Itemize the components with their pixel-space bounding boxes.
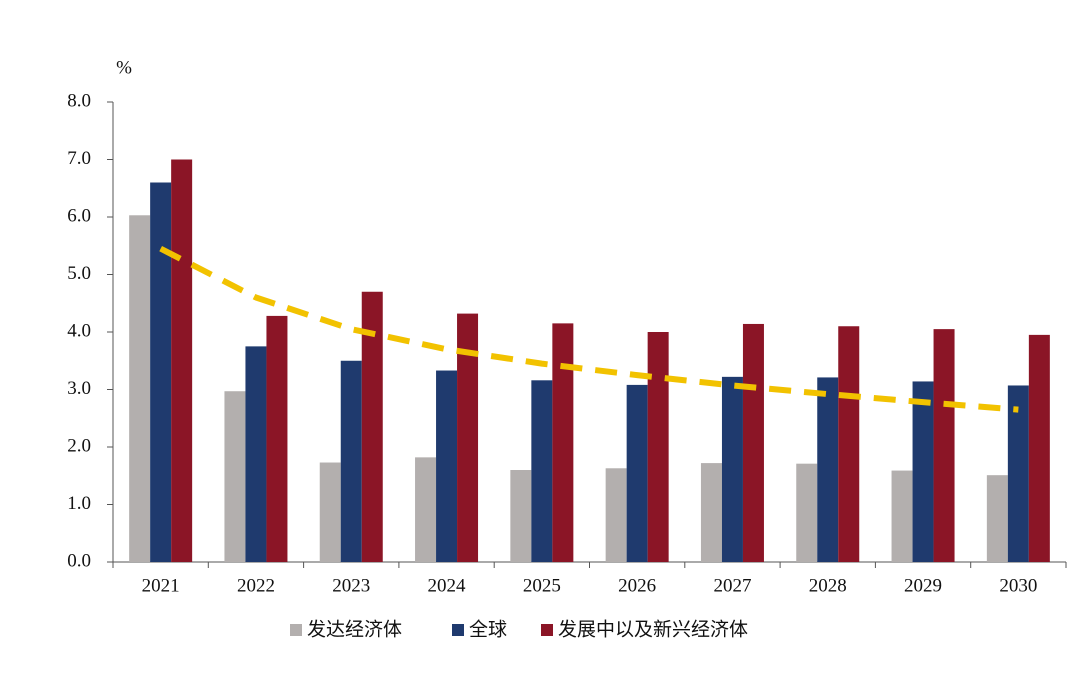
- bar: [721, 376, 743, 562]
- bar: [245, 346, 267, 562]
- bar: [457, 313, 479, 562]
- x-tick-label: 2021: [142, 575, 180, 596]
- bar: [510, 470, 532, 562]
- x-tick-label: 2026: [618, 575, 656, 596]
- bar: [742, 323, 764, 562]
- legend-label: 发达经济体: [307, 619, 402, 641]
- trend-line: [159, 245, 1019, 413]
- bar: [605, 468, 627, 562]
- bar: [986, 475, 1008, 562]
- y-tick-label: 6.0: [67, 205, 91, 226]
- x-tick-label: 2024: [428, 575, 467, 596]
- bar: [552, 323, 574, 562]
- bar: [838, 326, 860, 562]
- y-tick-label: 1.0: [67, 493, 91, 514]
- y-tick-label: 7.0: [67, 148, 91, 169]
- y-axis-unit: %: [116, 57, 132, 78]
- bar: [319, 462, 341, 562]
- bar: [700, 463, 722, 562]
- bar: [171, 159, 193, 562]
- bar: [361, 291, 383, 562]
- legend-swatch: [452, 624, 464, 636]
- x-tick-label: 2025: [523, 575, 561, 596]
- bar: [129, 215, 151, 562]
- bar: [436, 370, 458, 562]
- bar: [817, 377, 839, 562]
- bar: [1028, 334, 1050, 562]
- x-tick-label: 2029: [904, 575, 942, 596]
- x-tick-label: 2030: [999, 575, 1037, 596]
- y-tick-label: 3.0: [67, 378, 91, 399]
- y-tick-label: 0.0: [67, 550, 91, 571]
- bar: [891, 470, 913, 562]
- bar: [1007, 385, 1029, 562]
- bar: [224, 391, 246, 562]
- y-tick-label: 4.0: [67, 320, 91, 341]
- x-tick-label: 2023: [332, 575, 370, 596]
- bar: [626, 384, 648, 562]
- y-tick-label: 2.0: [67, 435, 91, 456]
- legend-label: 发展中以及新兴经济体: [558, 619, 748, 641]
- bar: [415, 457, 437, 562]
- x-tick-label: 2022: [237, 575, 275, 596]
- bar: [266, 315, 288, 562]
- bar: [912, 381, 934, 562]
- x-tick-label: 2027: [713, 575, 751, 596]
- bar: [647, 332, 669, 562]
- y-tick-label: 8.0: [67, 90, 91, 111]
- x-tick-label: 2028: [809, 575, 847, 596]
- bar: [150, 182, 172, 562]
- legend-swatch: [290, 624, 302, 636]
- bar: [531, 380, 553, 562]
- bar: [796, 463, 818, 562]
- bar: [933, 329, 955, 562]
- y-tick-label: 5.0: [67, 263, 91, 284]
- bar: [340, 360, 362, 562]
- legend-label: 全球: [469, 619, 507, 641]
- legend-swatch: [541, 624, 553, 636]
